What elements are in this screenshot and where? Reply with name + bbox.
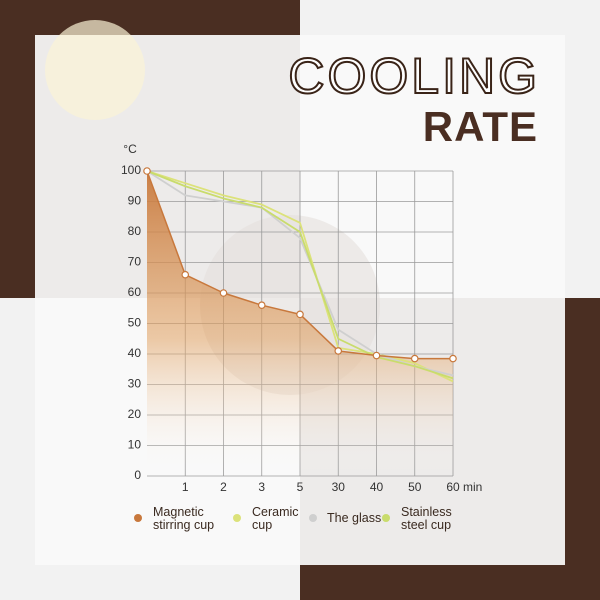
line <box>146 170 454 380</box>
legend-marker <box>134 514 142 522</box>
legend-label: Ceramic cup <box>252 505 299 532</box>
y-tick-label: 40 <box>128 346 142 360</box>
chart-subtitle: RATE <box>423 103 538 150</box>
y-tick-label: 90 <box>128 194 142 208</box>
point <box>410 354 419 363</box>
point <box>257 301 266 310</box>
area <box>147 171 453 476</box>
point <box>219 289 228 297</box>
point <box>181 270 190 279</box>
line <box>146 170 454 377</box>
legend-marker <box>233 514 241 522</box>
decor <box>45 20 145 120</box>
y-tick-label: 20 <box>128 407 142 421</box>
y-tick-label: 100 <box>121 163 141 177</box>
x-tick-label: 50 <box>408 480 422 494</box>
legend-label: Stainless steel cup <box>401 505 452 532</box>
x-tick-label: 2 <box>220 480 227 494</box>
y-tick-label: 50 <box>128 316 142 330</box>
legend-marker <box>382 514 390 522</box>
point <box>143 167 151 175</box>
y-tick-label: 0 <box>134 468 141 482</box>
y-tick-label: 60 <box>128 285 142 299</box>
y-axis-label: °C <box>123 142 137 156</box>
y-tick-label: 10 <box>128 438 142 452</box>
x-tick-label: 40 <box>370 480 384 494</box>
legend-label: The glass <box>327 511 382 525</box>
x-tick-label: 30 <box>332 480 346 494</box>
point <box>296 310 304 319</box>
point <box>372 351 381 360</box>
legend-label: Magnetic stirring cup <box>153 505 215 532</box>
point <box>449 354 457 363</box>
y-tick-label: 80 <box>128 224 142 238</box>
line <box>146 170 454 383</box>
x-tick-label: 60 <box>446 480 460 494</box>
x-tick-label: 1 <box>182 480 189 494</box>
x-tick-label: 5 <box>297 480 304 494</box>
chart-title: COOLING <box>288 48 540 104</box>
y-tick-label: 70 <box>128 255 142 269</box>
x-tick-label: 3 <box>258 480 265 494</box>
x-axis-unit: min <box>463 480 482 494</box>
point <box>334 347 343 355</box>
legend-marker <box>309 514 317 522</box>
y-tick-label: 30 <box>128 377 142 391</box>
